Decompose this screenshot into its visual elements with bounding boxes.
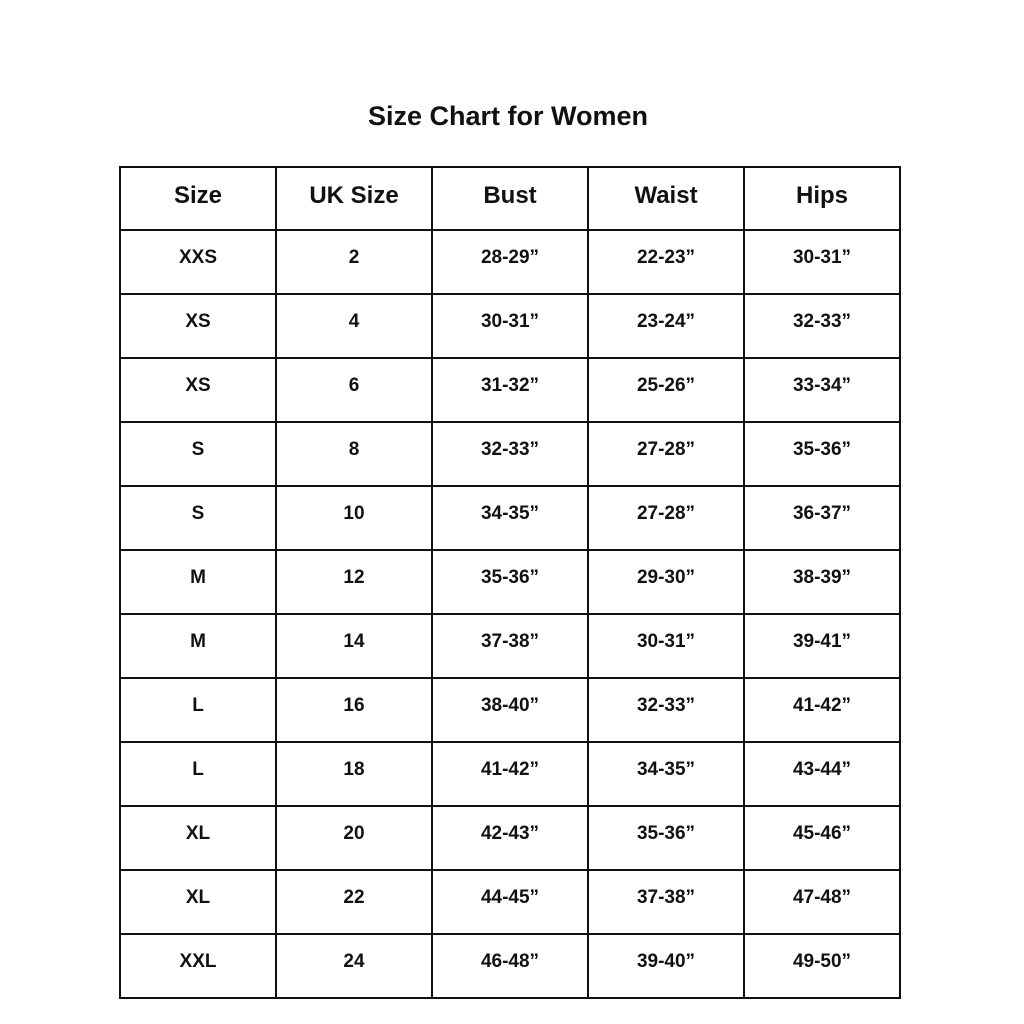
cell-uk-size: 10 bbox=[275, 485, 433, 551]
cell-uk-size: 22 bbox=[275, 869, 433, 935]
cell-bust: 42-43” bbox=[431, 805, 589, 871]
cell-size: XL bbox=[119, 869, 277, 935]
cell-hips: 49-50” bbox=[743, 933, 901, 999]
cell-uk-size: 14 bbox=[275, 613, 433, 679]
cell-size: XXL bbox=[119, 933, 277, 999]
cell-waist: 39-40” bbox=[587, 933, 745, 999]
column-header-uk-size: UK Size bbox=[275, 166, 433, 231]
table-row: XL 20 42-43” 35-36” 45-46” bbox=[119, 805, 901, 871]
cell-waist: 27-28” bbox=[587, 485, 745, 551]
cell-hips: 36-37” bbox=[743, 485, 901, 551]
cell-bust: 35-36” bbox=[431, 549, 589, 615]
cell-waist: 37-38” bbox=[587, 869, 745, 935]
cell-waist: 25-26” bbox=[587, 357, 745, 423]
cell-bust: 28-29” bbox=[431, 229, 589, 295]
cell-waist: 27-28” bbox=[587, 421, 745, 487]
cell-uk-size: 4 bbox=[275, 293, 433, 359]
cell-bust: 30-31” bbox=[431, 293, 589, 359]
cell-hips: 32-33” bbox=[743, 293, 901, 359]
cell-hips: 38-39” bbox=[743, 549, 901, 615]
cell-hips: 41-42” bbox=[743, 677, 901, 743]
size-chart-table: Size UK Size Bust Waist Hips XXS 2 28-29” 22-23… bbox=[119, 166, 901, 999]
column-header-size: Size bbox=[119, 166, 277, 231]
cell-bust: 32-33” bbox=[431, 421, 589, 487]
cell-hips: 30-31” bbox=[743, 229, 901, 295]
cell-waist: 29-30” bbox=[587, 549, 745, 615]
column-header-bust: Bust bbox=[431, 166, 589, 231]
table-row: L 16 38-40” 32-33” 41-42” bbox=[119, 677, 901, 743]
cell-bust: 37-38” bbox=[431, 613, 589, 679]
cell-size: L bbox=[119, 741, 277, 807]
cell-hips: 35-36” bbox=[743, 421, 901, 487]
cell-size: M bbox=[119, 549, 277, 615]
column-header-hips: Hips bbox=[743, 166, 901, 231]
cell-bust: 44-45” bbox=[431, 869, 589, 935]
cell-uk-size: 12 bbox=[275, 549, 433, 615]
cell-bust: 41-42” bbox=[431, 741, 589, 807]
cell-uk-size: 24 bbox=[275, 933, 433, 999]
table-row: M 14 37-38” 30-31” 39-41” bbox=[119, 613, 901, 679]
cell-size: XL bbox=[119, 805, 277, 871]
cell-uk-size: 8 bbox=[275, 421, 433, 487]
cell-uk-size: 20 bbox=[275, 805, 433, 871]
cell-uk-size: 18 bbox=[275, 741, 433, 807]
cell-waist: 34-35” bbox=[587, 741, 745, 807]
cell-hips: 33-34” bbox=[743, 357, 901, 423]
cell-size: XS bbox=[119, 357, 277, 423]
cell-uk-size: 6 bbox=[275, 357, 433, 423]
cell-waist: 23-24” bbox=[587, 293, 745, 359]
cell-bust: 46-48” bbox=[431, 933, 589, 999]
table-row: L 18 41-42” 34-35” 43-44” bbox=[119, 741, 901, 807]
table-row: XS 6 31-32” 25-26” 33-34” bbox=[119, 357, 901, 423]
cell-size: S bbox=[119, 421, 277, 487]
cell-waist: 35-36” bbox=[587, 805, 745, 871]
cell-bust: 31-32” bbox=[431, 357, 589, 423]
cell-bust: 34-35” bbox=[431, 485, 589, 551]
cell-waist: 22-23” bbox=[587, 229, 745, 295]
cell-hips: 39-41” bbox=[743, 613, 901, 679]
page-title: Size Chart for Women bbox=[367, 101, 649, 131]
table-row: XXS 2 28-29” 22-23” 30-31” bbox=[119, 229, 901, 295]
table-row: XXL 24 46-48” 39-40” 49-50” bbox=[119, 933, 901, 999]
table-row: S 10 34-35” 27-28” 36-37” bbox=[119, 485, 901, 551]
cell-uk-size: 2 bbox=[275, 229, 433, 295]
table-row: M 12 35-36” 29-30” 38-39” bbox=[119, 549, 901, 615]
table-row: XS 4 30-31” 23-24” 32-33” bbox=[119, 293, 901, 359]
table-header-row: Size UK Size Bust Waist Hips bbox=[119, 166, 901, 231]
table-body: XXS 2 28-29” 22-23” 30-31” XS 4 30-31” 23-24” 32-… bbox=[119, 229, 901, 999]
cell-size: S bbox=[119, 485, 277, 551]
cell-waist: 32-33” bbox=[587, 677, 745, 743]
cell-hips: 43-44” bbox=[743, 741, 901, 807]
cell-uk-size: 16 bbox=[275, 677, 433, 743]
cell-size: XS bbox=[119, 293, 277, 359]
cell-bust: 38-40” bbox=[431, 677, 589, 743]
cell-hips: 45-46” bbox=[743, 805, 901, 871]
table-row: S 8 32-33” 27-28” 35-36” bbox=[119, 421, 901, 487]
cell-size: M bbox=[119, 613, 277, 679]
cell-size: L bbox=[119, 677, 277, 743]
column-header-waist: Waist bbox=[587, 166, 745, 231]
cell-size: XXS bbox=[119, 229, 277, 295]
cell-waist: 30-31” bbox=[587, 613, 745, 679]
table-row: XL 22 44-45” 37-38” 47-48” bbox=[119, 869, 901, 935]
cell-hips: 47-48” bbox=[743, 869, 901, 935]
